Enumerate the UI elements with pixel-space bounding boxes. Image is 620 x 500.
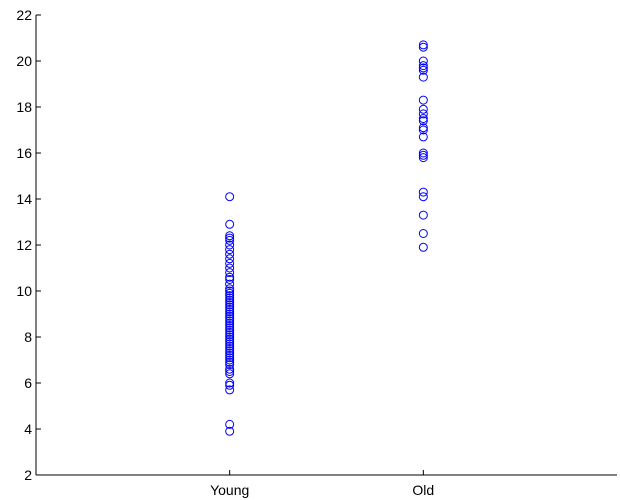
data-point-old bbox=[418, 104, 428, 114]
data-point-young bbox=[225, 364, 235, 374]
data-point-old bbox=[418, 40, 428, 50]
data-point-young bbox=[225, 293, 235, 303]
data-point-young bbox=[225, 350, 235, 360]
data-point-young bbox=[225, 314, 235, 324]
data-point-young bbox=[225, 318, 235, 328]
data-point-young bbox=[225, 369, 235, 379]
data-point-young bbox=[225, 380, 235, 390]
data-point-young bbox=[225, 240, 235, 250]
data-point-old bbox=[418, 109, 428, 119]
y-tick-label: 14 bbox=[16, 191, 32, 207]
data-point-young bbox=[225, 258, 235, 268]
data-point-old bbox=[418, 95, 428, 105]
data-point-young bbox=[225, 344, 235, 353]
data-point-young bbox=[225, 245, 235, 255]
data-point-young bbox=[225, 275, 235, 284]
data-point-young bbox=[225, 284, 235, 294]
y-tick-label: 2 bbox=[24, 467, 32, 483]
data-point-old bbox=[418, 123, 428, 133]
data-point-old bbox=[418, 42, 428, 52]
data-point-young bbox=[225, 300, 235, 310]
y-tick-label: 4 bbox=[24, 421, 32, 437]
data-point-young bbox=[225, 304, 235, 314]
data-point-young bbox=[225, 367, 235, 376]
data-point-old bbox=[418, 210, 428, 220]
data-point-young bbox=[225, 291, 235, 301]
data-point-young bbox=[225, 288, 235, 298]
data-point-young bbox=[225, 348, 235, 358]
data-point-young bbox=[225, 385, 235, 395]
x-ticks: Young Old bbox=[210, 470, 434, 498]
data-point-young bbox=[225, 325, 235, 335]
data-point-young bbox=[225, 321, 235, 330]
data-point-old bbox=[418, 192, 428, 202]
data-point-young bbox=[225, 334, 235, 344]
data-markers bbox=[225, 40, 428, 436]
data-point-young bbox=[225, 268, 235, 278]
data-point-young bbox=[225, 307, 235, 317]
y-tick-label: 12 bbox=[16, 237, 32, 253]
data-point-young bbox=[225, 279, 235, 289]
x-tick-label-old: Old bbox=[412, 482, 434, 498]
data-point-young bbox=[225, 263, 235, 273]
data-point-old bbox=[418, 150, 428, 160]
data-point-young bbox=[225, 346, 235, 356]
y-tick-label: 10 bbox=[16, 283, 32, 299]
data-point-old bbox=[418, 153, 428, 163]
data-point-old bbox=[418, 242, 428, 252]
data-point-old bbox=[418, 63, 428, 73]
data-point-young bbox=[225, 249, 235, 259]
data-point-old bbox=[418, 132, 428, 142]
data-point-young bbox=[225, 378, 235, 388]
data-point-young bbox=[225, 286, 235, 296]
data-point-young bbox=[225, 419, 235, 429]
axes bbox=[35, 15, 617, 476]
data-point-young bbox=[225, 298, 235, 307]
y-tick-label: 20 bbox=[16, 53, 32, 69]
data-point-young bbox=[225, 339, 235, 349]
data-point-young bbox=[225, 231, 235, 241]
data-point-young bbox=[225, 254, 235, 264]
y-tick-label: 8 bbox=[24, 329, 32, 345]
data-point-young bbox=[225, 233, 235, 243]
y-tick-label: 22 bbox=[16, 7, 32, 23]
data-point-old bbox=[418, 116, 428, 126]
data-point-old bbox=[418, 229, 428, 238]
data-point-young bbox=[225, 311, 235, 321]
data-point-young bbox=[225, 192, 235, 202]
data-point-young bbox=[225, 360, 235, 370]
data-point-young bbox=[225, 330, 235, 340]
data-point-young bbox=[225, 426, 235, 436]
x-tick-label-young: Young bbox=[210, 482, 249, 498]
y-tick-label: 18 bbox=[16, 99, 32, 115]
data-point-young bbox=[225, 341, 235, 351]
data-point-young bbox=[225, 327, 235, 337]
data-point-young bbox=[225, 332, 235, 342]
data-point-old bbox=[418, 114, 428, 123]
data-point-old bbox=[418, 56, 428, 66]
y-tick-label: 6 bbox=[24, 375, 32, 391]
data-point-young bbox=[225, 337, 235, 347]
data-point-young bbox=[225, 323, 235, 333]
data-point-young bbox=[225, 309, 235, 319]
data-point-young bbox=[225, 295, 235, 305]
data-point-young bbox=[225, 302, 235, 312]
y-ticks: 2 4 6 8 10 12 14 16 18 20 22 bbox=[16, 7, 41, 483]
data-point-young bbox=[225, 235, 235, 245]
data-point-young bbox=[225, 353, 235, 363]
data-point-young bbox=[225, 355, 235, 365]
data-point-old bbox=[418, 65, 428, 75]
data-point-young bbox=[225, 272, 235, 282]
data-point-young bbox=[225, 357, 235, 367]
data-point-old bbox=[418, 187, 428, 197]
y-tick-label: 16 bbox=[16, 145, 32, 161]
data-point-young bbox=[225, 219, 235, 229]
data-point-old bbox=[418, 125, 428, 135]
data-point-old bbox=[418, 61, 428, 71]
data-point-young bbox=[225, 316, 235, 326]
data-point-old bbox=[418, 72, 428, 82]
data-point-old bbox=[418, 148, 428, 158]
